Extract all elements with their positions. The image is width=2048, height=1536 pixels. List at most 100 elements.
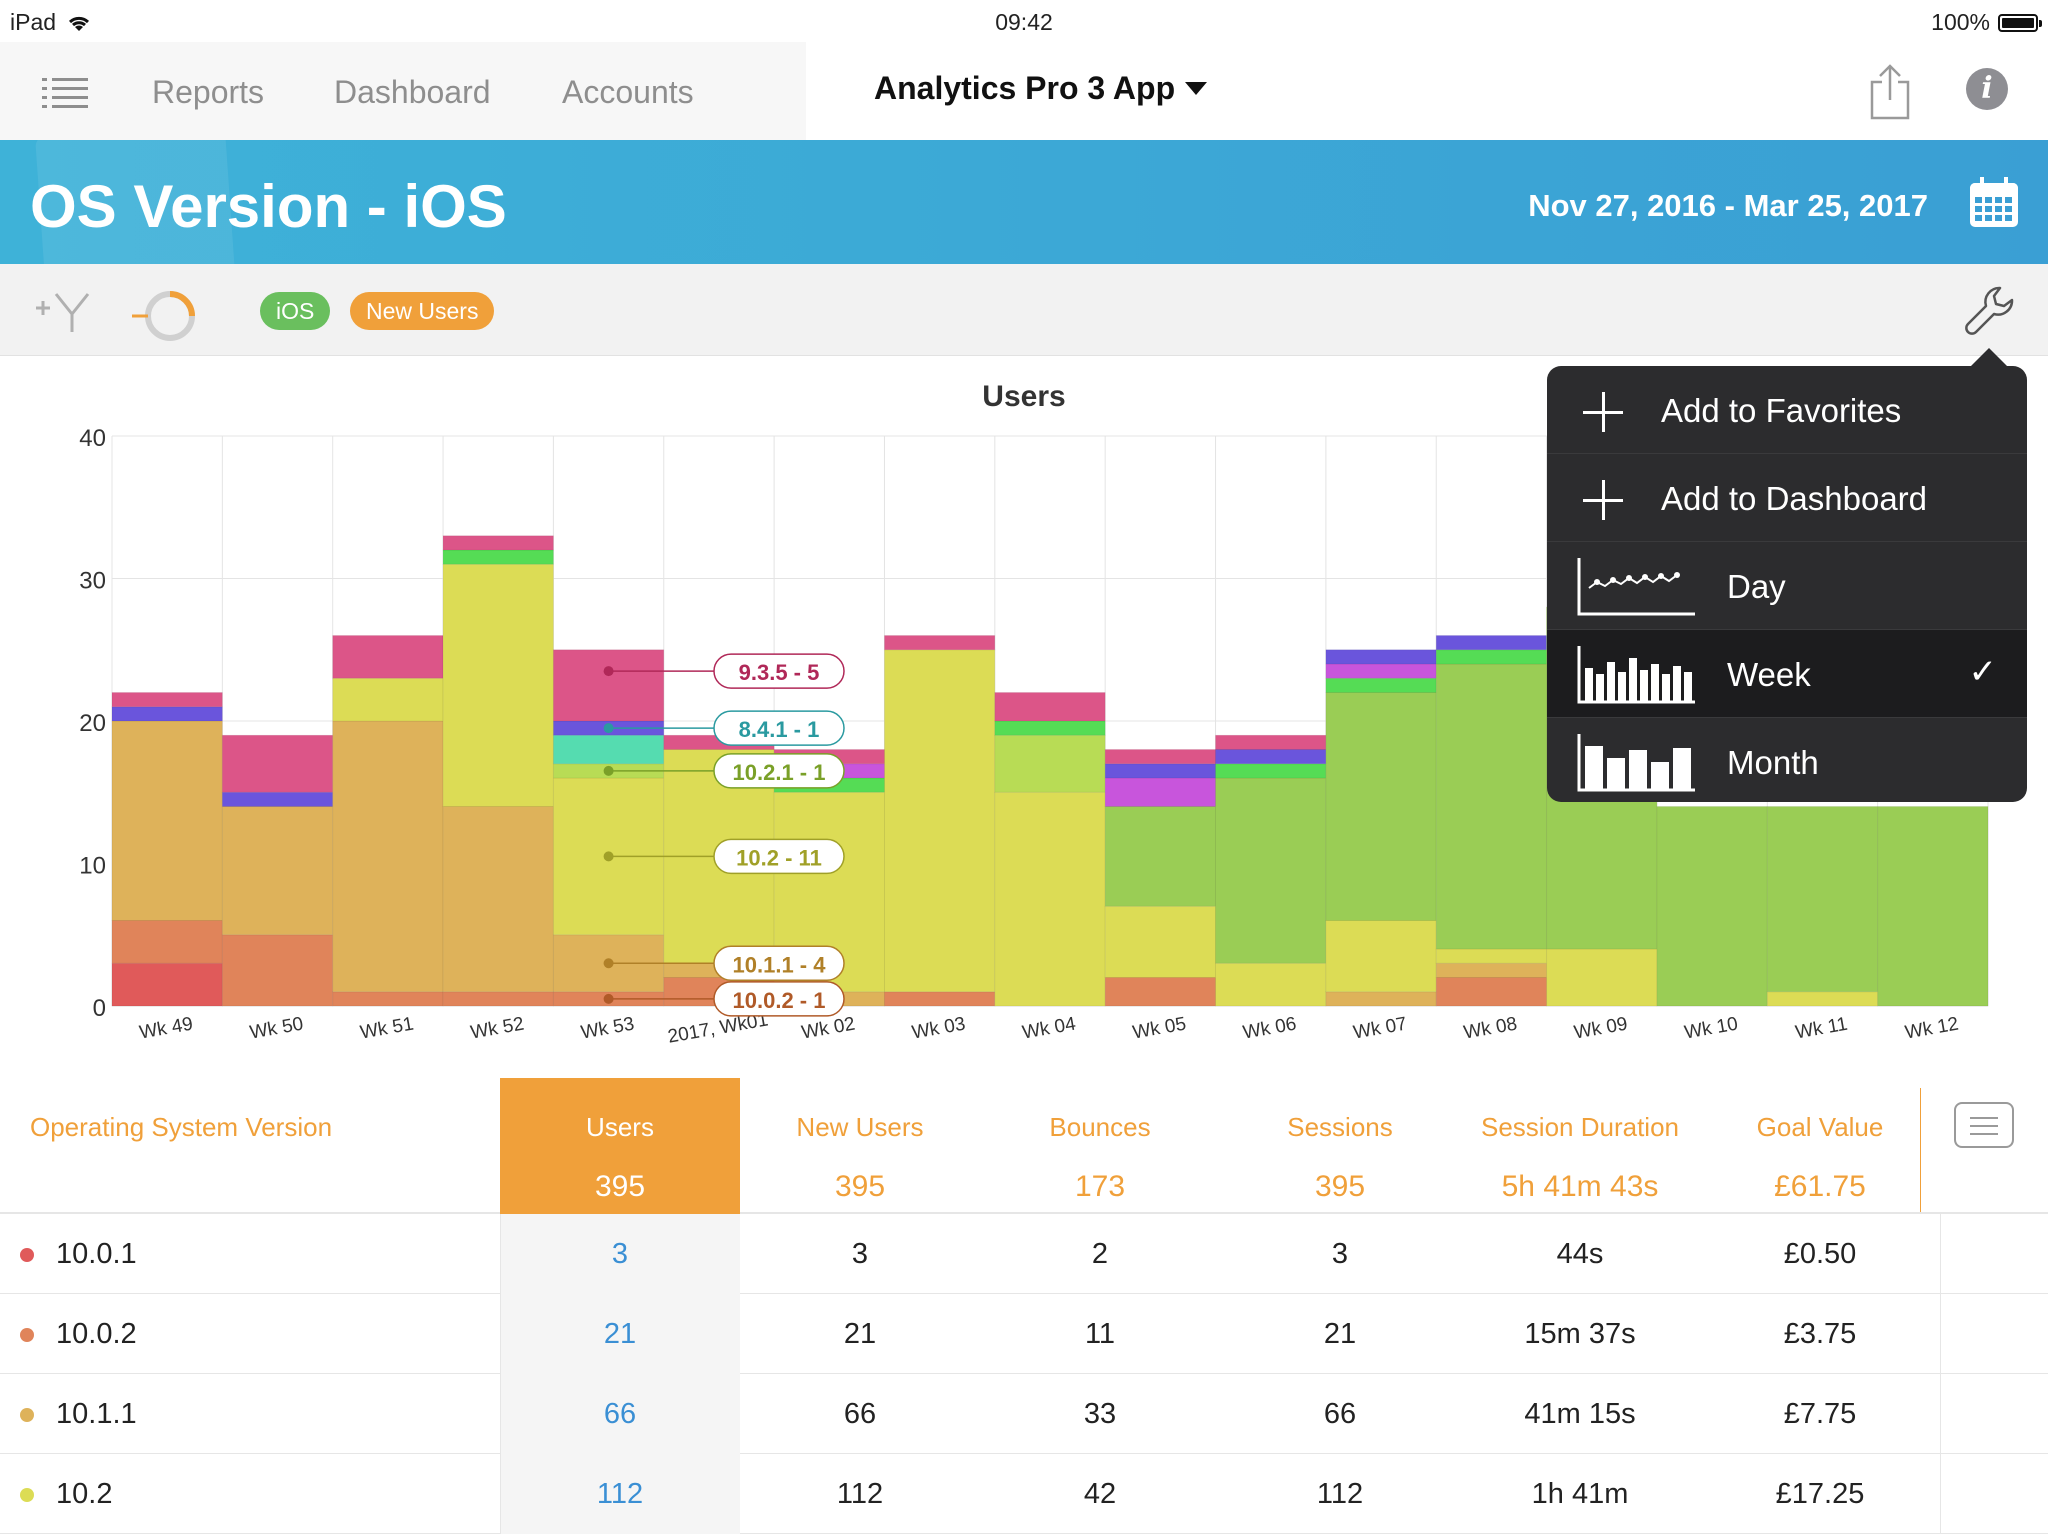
bar-segment bbox=[1215, 749, 1327, 765]
filter-pill-ios[interactable]: iOS bbox=[260, 292, 331, 330]
bar-segment bbox=[111, 920, 223, 964]
bar-segment bbox=[442, 991, 554, 1007]
tab-dashboard[interactable]: Dashboard bbox=[334, 74, 491, 110]
row-divider bbox=[1940, 1374, 1941, 1454]
bar-segment bbox=[1656, 806, 1768, 1007]
table-cell: £17.25 bbox=[1775, 1478, 1865, 1510]
column-name: Session Duration bbox=[1481, 1112, 1679, 1142]
bar-segment bbox=[1104, 749, 1217, 765]
table-cell[interactable]: 112 bbox=[596, 1478, 644, 1510]
row-divider bbox=[1940, 1294, 1941, 1374]
bar-segment bbox=[1877, 806, 1989, 1007]
bar-segment bbox=[1215, 763, 1327, 779]
x-tick-label: Wk 03 bbox=[910, 1014, 967, 1044]
x-tick-label: Wk 12 bbox=[1904, 1014, 1961, 1044]
column-menu-icon[interactable] bbox=[1954, 1102, 2014, 1148]
column-header-goal-value[interactable]: Goal Value £61.75 bbox=[1700, 1078, 1940, 1214]
column-header-bounces[interactable]: Bounces 173 bbox=[980, 1078, 1220, 1214]
menu-add-to-favorites[interactable]: Add to Favorites bbox=[1547, 366, 2027, 454]
info-icon[interactable]: i bbox=[1966, 68, 2008, 110]
table-cell: 112 bbox=[836, 1478, 884, 1510]
sorted-column-bg bbox=[500, 1374, 740, 1454]
bar-segment bbox=[221, 934, 334, 1007]
line-chart-thumb-icon bbox=[1577, 558, 1695, 616]
column-total: 173 bbox=[1074, 1170, 1126, 1203]
column-header-users[interactable]: Users 395 bbox=[500, 1078, 740, 1214]
table-cell: 21 bbox=[843, 1318, 877, 1350]
list-menu-icon[interactable] bbox=[42, 77, 88, 109]
menu-add-to-dashboard[interactable]: Add to Dashboard bbox=[1547, 454, 2027, 542]
os-version-label: 10.2 bbox=[56, 1478, 113, 1510]
column-name: Operating System Version bbox=[30, 1112, 333, 1142]
share-icon[interactable] bbox=[1866, 64, 1914, 120]
menu-item-label: Add to Dashboard bbox=[1661, 480, 1928, 517]
sorted-column-bg bbox=[500, 1454, 740, 1534]
table-cell: £0.50 bbox=[1783, 1238, 1857, 1270]
options-popover: Add to Favorites Add to Dashboard Day We… bbox=[1547, 348, 2027, 802]
app-selector[interactable]: Analytics Pro 3 App bbox=[874, 70, 1208, 107]
callout-dot bbox=[603, 958, 614, 969]
row-divider bbox=[500, 1374, 501, 1454]
callout-dot bbox=[603, 723, 614, 734]
table-row[interactable]: 10.1.1 66 66 33 66 41m 15s £7.75 bbox=[0, 1374, 2048, 1454]
bar-segment bbox=[221, 734, 334, 793]
header-divider bbox=[1920, 1088, 1921, 1212]
bar-segment bbox=[111, 720, 223, 921]
x-tick-label: Wk 06 bbox=[1241, 1014, 1298, 1044]
add-segment-icon[interactable] bbox=[34, 288, 96, 334]
device-label: iPad bbox=[10, 9, 57, 35]
y-tick-label: 0 bbox=[93, 995, 106, 1022]
column-header-os-version[interactable]: Operating System Version bbox=[0, 1078, 500, 1214]
menu-item-label: Add to Favorites bbox=[1661, 392, 1902, 429]
tab-reports[interactable]: Reports bbox=[152, 74, 265, 110]
bar-segment bbox=[332, 677, 444, 722]
column-total: 395 bbox=[1314, 1170, 1366, 1203]
bar-segment bbox=[1766, 991, 1879, 1007]
callout-bubble bbox=[713, 653, 845, 689]
page-title: OS Version - iOS bbox=[30, 173, 507, 240]
series-color-dot bbox=[20, 1328, 34, 1342]
bar-chart-thumb-icon bbox=[1577, 646, 1695, 704]
menu-week[interactable]: Week ✓ bbox=[1547, 630, 2027, 718]
wrench-icon[interactable] bbox=[1964, 284, 2018, 338]
column-header-session-duration[interactable]: Session Duration 5h 41m 43s bbox=[1460, 1078, 1700, 1214]
chart-type-icon[interactable] bbox=[130, 288, 198, 344]
menu-day[interactable]: Day bbox=[1547, 542, 2027, 630]
tab-accounts[interactable]: Accounts bbox=[562, 74, 694, 110]
table-cell[interactable]: 21 bbox=[603, 1318, 637, 1350]
os-version-label: 10.1.1 bbox=[56, 1398, 137, 1430]
callout-bubble bbox=[713, 945, 845, 981]
x-tick-label: Wk 02 bbox=[800, 1014, 857, 1044]
y-tick-label: 20 bbox=[79, 710, 106, 737]
filter-pill-new-users[interactable]: New Users bbox=[350, 292, 495, 330]
callout-label: 8.4.1 - 1 bbox=[739, 717, 820, 742]
x-tick-label: Wk 52 bbox=[469, 1014, 526, 1044]
callout-bubble bbox=[713, 710, 845, 746]
bar-segment bbox=[1325, 677, 1437, 693]
bar-segment bbox=[1435, 663, 1548, 950]
calendar-icon[interactable] bbox=[1968, 177, 2020, 229]
x-tick-label: Wk 07 bbox=[1352, 1014, 1409, 1044]
table-row[interactable]: 10.0.1 3 3 2 3 44s £0.50 bbox=[0, 1214, 2048, 1294]
row-divider bbox=[1940, 1214, 1941, 1294]
bar-segment bbox=[1104, 905, 1217, 978]
table-row[interactable]: 10.2 112 112 42 112 1h 41m £17.25 bbox=[0, 1454, 2048, 1534]
bar-segment bbox=[1325, 920, 1437, 993]
column-header-sessions[interactable]: Sessions 395 bbox=[1220, 1078, 1460, 1214]
bar-segment bbox=[442, 549, 554, 565]
table-cell[interactable]: 3 bbox=[611, 1238, 629, 1270]
column-header-new-users[interactable]: New Users 395 bbox=[740, 1078, 980, 1214]
checkmark-icon: ✓ bbox=[1968, 653, 1998, 691]
bar-segment bbox=[1325, 649, 1437, 665]
table-cell: 11 bbox=[1084, 1318, 1116, 1350]
x-tick-label: Wk 50 bbox=[248, 1014, 305, 1044]
table-cell: 44s bbox=[1556, 1238, 1604, 1270]
table-row[interactable]: 10.0.2 21 21 11 21 15m 37s £3.75 bbox=[0, 1294, 2048, 1374]
bar-segment bbox=[994, 720, 1106, 736]
table-cell[interactable]: 66 bbox=[603, 1398, 637, 1430]
date-range[interactable]: Nov 27, 2016 - Mar 25, 2017 bbox=[1528, 188, 1928, 223]
menu-month[interactable]: Month bbox=[1547, 718, 2027, 806]
x-tick-label: Wk 04 bbox=[1021, 1013, 1078, 1043]
table-cell: 1h 41m bbox=[1531, 1478, 1629, 1510]
